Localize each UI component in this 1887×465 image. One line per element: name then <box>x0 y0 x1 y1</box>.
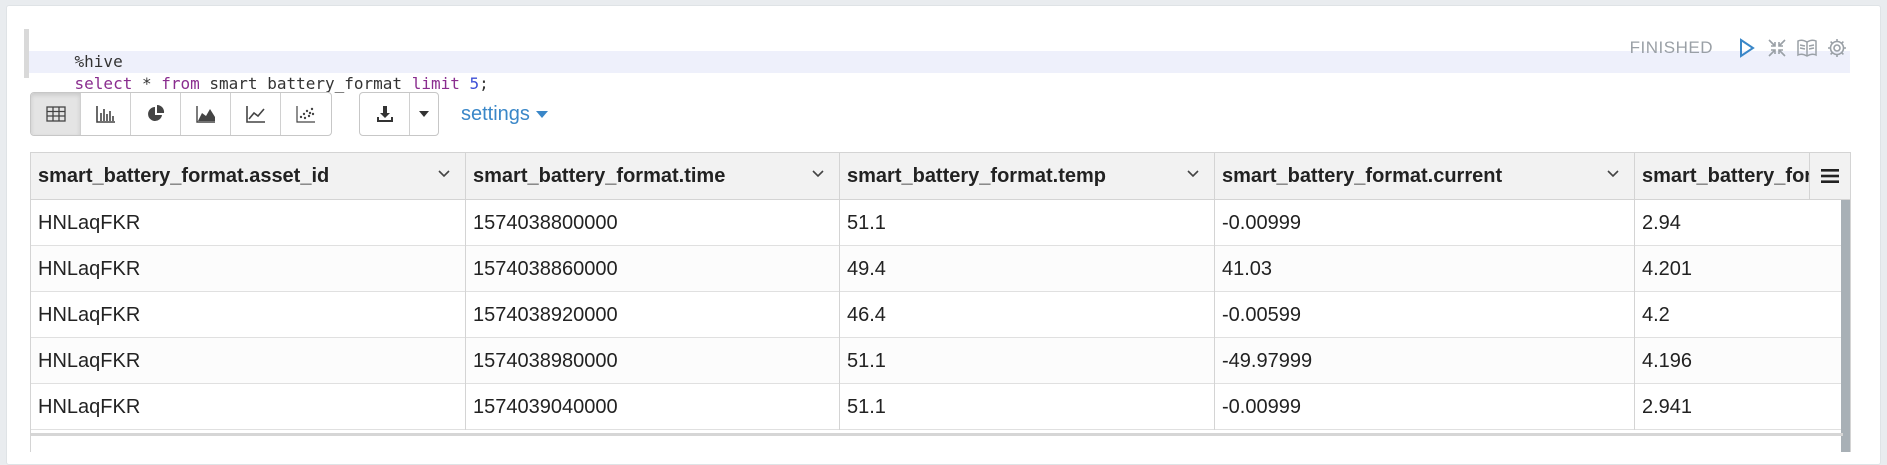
table-cell[interactable]: 1574038800000 <box>466 200 840 246</box>
paragraph-controls: FINISHED <box>1630 36 1849 60</box>
bar-chart-icon <box>95 106 115 123</box>
column-header[interactable]: smart_battery_format.time <box>466 153 840 199</box>
settings-dropdown[interactable]: settings <box>461 103 548 126</box>
vertical-scrollbar[interactable] <box>1841 200 1850 452</box>
book-icon[interactable] <box>1795 36 1819 60</box>
table-header: smart_battery_format.asset_id smart_batt… <box>31 153 1850 200</box>
line-chart-button[interactable] <box>231 93 281 135</box>
chevron-down-icon[interactable] <box>437 169 451 179</box>
sql-text: ; <box>479 74 489 93</box>
table-cell[interactable]: HNLaqFKR <box>31 384 466 430</box>
table-cell[interactable]: 2.94 <box>1635 200 1850 246</box>
sql-keyword: from <box>161 74 200 93</box>
table-cell[interactable]: 1574039040000 <box>466 384 840 430</box>
scatter-chart-icon <box>296 106 315 123</box>
column-menu-button[interactable] <box>1809 153 1850 199</box>
table-cell[interactable]: HNLaqFKR <box>31 246 466 292</box>
table-cell[interactable]: 4.201 <box>1635 246 1850 292</box>
table-cell[interactable]: 51.1 <box>840 338 1215 384</box>
area-chart-icon <box>195 106 215 123</box>
table-cell[interactable]: 1574038860000 <box>466 246 840 292</box>
chevron-down-icon[interactable] <box>811 169 825 179</box>
table-cell[interactable]: HNLaqFKR <box>31 200 466 246</box>
column-header-label: smart_battery_format.temp <box>847 165 1106 187</box>
column-header[interactable]: smart_battery_format.temp <box>840 153 1215 199</box>
column-header[interactable]: smart_battery_format.asset_id <box>31 153 466 199</box>
table-cell[interactable]: -49.97999 <box>1215 338 1635 384</box>
table-cell[interactable]: 1574038980000 <box>466 338 840 384</box>
download-icon <box>376 106 393 122</box>
sql-keyword: limit <box>411 74 460 93</box>
table-cell[interactable]: 1574038920000 <box>466 292 840 338</box>
caret-down-icon <box>535 110 548 118</box>
column-header[interactable]: smart_battery_format.current <box>1215 153 1635 199</box>
table-cell[interactable]: -0.00999 <box>1215 200 1635 246</box>
gear-icon[interactable] <box>1825 36 1849 60</box>
download-group <box>359 92 439 136</box>
sql-number: 5 <box>469 74 480 93</box>
column-header[interactable]: smart_battery_format.voltage <box>1635 153 1850 199</box>
download-button[interactable] <box>360 93 410 135</box>
chevron-down-icon[interactable] <box>1186 169 1200 179</box>
visualization-switcher <box>30 92 332 136</box>
sql-text: * <box>132 74 162 93</box>
status-label: FINISHED <box>1629 38 1713 57</box>
collapse-icon[interactable] <box>1765 36 1789 60</box>
sql-keyword: select <box>74 74 133 93</box>
table-cell[interactable]: -0.00599 <box>1215 292 1635 338</box>
code-editor[interactable]: %hive select * from smart_battery_format… <box>24 29 1850 93</box>
table-cell[interactable]: 51.1 <box>840 384 1215 430</box>
table-row[interactable]: HNLaqFKR 1574038800000 51.1 -0.00999 2.9… <box>31 200 1850 246</box>
area-chart-button[interactable] <box>181 93 231 135</box>
scatter-chart-button[interactable] <box>281 93 331 135</box>
chevron-down-icon[interactable] <box>1606 169 1620 179</box>
chevron-down-icon <box>419 111 429 117</box>
table-view-button[interactable] <box>31 93 81 135</box>
column-header-label: smart_battery_format.asset_id <box>38 165 330 187</box>
run-icon[interactable] <box>1735 36 1759 60</box>
horizontal-scrollbar[interactable] <box>31 433 1843 436</box>
column-header-label: smart_battery_format.time <box>473 165 726 187</box>
table-cell[interactable]: -0.00999 <box>1215 384 1635 430</box>
hamburger-icon <box>1821 169 1839 183</box>
pie-chart-icon <box>147 104 164 121</box>
download-options-button[interactable] <box>410 93 438 135</box>
table-cell[interactable]: 49.4 <box>840 246 1215 292</box>
table-row[interactable]: HNLaqFKR 1574038860000 49.4 41.03 4.201 <box>31 246 1850 292</box>
interpreter-directive: %hive <box>74 52 123 71</box>
table-cell[interactable]: 41.03 <box>1215 246 1635 292</box>
editor-line-2[interactable]: select * from smart_battery_format limit… <box>29 51 1850 93</box>
table-cell[interactable]: 4.2 <box>1635 292 1850 338</box>
table-cell[interactable]: 4.196 <box>1635 338 1850 384</box>
table-cell[interactable]: HNLaqFKR <box>31 338 466 384</box>
settings-label: settings <box>461 102 530 125</box>
column-header-label: smart_battery_format.voltage <box>1642 165 1850 187</box>
sql-text <box>460 74 470 93</box>
table-cell[interactable]: 46.4 <box>840 292 1215 338</box>
column-header-label: smart_battery_format.current <box>1222 165 1503 187</box>
table-row[interactable]: HNLaqFKR 1574038920000 46.4 -0.00599 4.2 <box>31 292 1850 338</box>
table-cell[interactable]: 2.941 <box>1635 384 1850 430</box>
table-icon <box>45 106 66 122</box>
table-cell[interactable]: 51.1 <box>840 200 1215 246</box>
table-row[interactable]: HNLaqFKR 1574038980000 51.1 -49.97999 4.… <box>31 338 1850 384</box>
line-chart-icon <box>245 106 265 123</box>
table-cell[interactable]: HNLaqFKR <box>31 292 466 338</box>
table-row[interactable]: HNLaqFKR 1574039040000 51.1 -0.00999 2.9… <box>31 384 1850 430</box>
results-table: smart_battery_format.asset_id smart_batt… <box>30 152 1851 452</box>
result-toolbar: settings <box>30 92 548 136</box>
sql-text: smart_battery_format <box>199 74 412 93</box>
editor-line-1[interactable]: %hive <box>29 29 1850 71</box>
pie-chart-button[interactable] <box>131 93 181 135</box>
bar-chart-button[interactable] <box>81 93 131 135</box>
